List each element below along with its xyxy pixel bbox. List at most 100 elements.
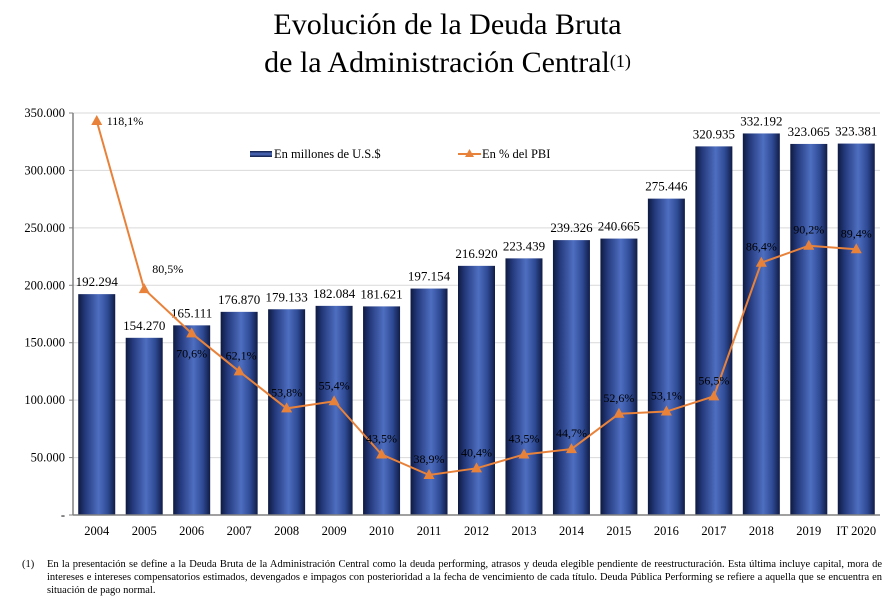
x-tick-label: 2007 (227, 524, 252, 538)
bar-2014 (552, 240, 590, 515)
pbi-marker-triangle-icon (518, 448, 530, 459)
x-tick-label: 2014 (559, 524, 585, 538)
bar-value-label: 332.192 (740, 113, 782, 128)
pbi-labels: 118,1% 80,5% 70,6% 62,1% 53,8% 55,4% 43,5% 38,9… (107, 114, 872, 466)
pbi-value-label: 62,1% (226, 348, 257, 362)
bar-value-label: 239.326 (550, 220, 593, 235)
bar-labels: 192.294 154.270 165.111 176.870 179.133 182.0… (76, 113, 878, 332)
x-tick-label: 2011 (417, 524, 442, 538)
bar-2009 (315, 305, 353, 515)
pbi-marker-triangle-icon (471, 462, 482, 473)
chart-title-line1: Evolución de la Deuda Bruta (273, 8, 622, 41)
bar-2004 (78, 294, 116, 515)
y-tick-label: 250.000 (24, 221, 65, 235)
y-tick-label: 350.000 (24, 106, 65, 120)
pbi-value-label: 70,6% (176, 346, 207, 360)
x-tick-label: 2009 (322, 524, 347, 538)
pbi-value-label: 43,5% (366, 431, 397, 445)
y-tick-label: 50.000 (31, 451, 65, 465)
pbi-value-label: 38,9% (414, 452, 445, 466)
x-tick-label: 2017 (701, 524, 726, 538)
pbi-line (91, 115, 862, 480)
bar-value-label: 275.446 (645, 179, 688, 194)
bar-value-label: 154.270 (123, 318, 165, 333)
bar-value-label: 216.920 (455, 246, 497, 261)
y-tick-label: 200.000 (24, 278, 65, 292)
bar-value-label: 182.084 (313, 286, 356, 301)
bar-2006 (173, 325, 211, 515)
bar-2015 (600, 238, 638, 516)
pbi-value-label: 53,8% (271, 385, 302, 399)
y-tick-label: - (61, 508, 65, 522)
bar-value-label: 179.133 (265, 289, 307, 304)
bar-2018 (742, 133, 780, 515)
chart-title-line2-wrap: de la Administración Central(1) (0, 44, 895, 82)
bar-value-label: 192.294 (76, 274, 119, 289)
footnote-text: En la presentación se define a la Deuda … (47, 559, 882, 596)
bar-2012 (458, 265, 495, 515)
y-tick-label: 150.000 (24, 336, 65, 350)
x-tick-label: 2004 (84, 524, 110, 538)
x-tick-label: 2015 (606, 524, 631, 538)
x-tick-label: 2005 (132, 524, 157, 538)
legend: En millones de U.S.$ En % del PBI (250, 147, 550, 161)
pbi-marker-triangle-icon (138, 283, 150, 294)
pbi-value-label: 56,5% (698, 373, 729, 387)
pbi-value-label: 86,4% (746, 240, 777, 254)
legend-label-line: En % del PBI (482, 147, 550, 161)
chart-title: Evolución de la Deuda Bruta de la Admini… (0, 6, 895, 82)
title-footnote-marker: (1) (609, 51, 631, 71)
x-tick-label: 2010 (369, 524, 394, 538)
bars (78, 133, 875, 516)
bar-value-label: 240.665 (598, 219, 640, 234)
pbi-marker-triangle-icon (708, 390, 720, 401)
pbi-marker-triangle-icon (613, 407, 625, 418)
pbi-marker-triangle-icon (233, 365, 245, 376)
x-tick-label: 2006 (179, 524, 204, 538)
x-tick-label: IT 2020 (836, 524, 876, 538)
bar-2016 (647, 198, 685, 515)
bar-2019 (790, 143, 828, 515)
pbi-marker-triangle-icon (755, 256, 767, 267)
pbi-value-label: 40,4% (461, 445, 492, 459)
bar-value-label: 197.154 (408, 269, 451, 284)
chart-title-line2: de la Administración Central (264, 46, 610, 79)
bar-value-label: 176.870 (218, 292, 260, 307)
bar-value-label: 323.065 (788, 124, 830, 139)
pbi-marker-triangle-icon (850, 243, 862, 254)
pbi-marker-triangle-icon (376, 448, 388, 459)
x-tick-label: 2018 (749, 524, 774, 538)
bar-2007 (220, 311, 258, 515)
footnote: (1) En la presentación se define a la De… (22, 558, 882, 597)
pbi-marker-triangle-icon (803, 239, 815, 250)
pbi-value-label: 53,1% (651, 389, 682, 403)
bar-2017 (695, 146, 733, 515)
pbi-value-label: 80,5% (152, 262, 183, 276)
x-tick-label: 2013 (511, 524, 536, 538)
legend-label-bar: En millones de U.S.$ (274, 147, 381, 161)
y-tick-label: 300.000 (24, 163, 65, 177)
pbi-marker-triangle-icon (423, 469, 435, 480)
bar-value-label: 223.439 (503, 238, 545, 253)
bar-2010 (363, 306, 401, 515)
pbi-value-label: 52,6% (603, 391, 634, 405)
pbi-value-label: 89,4% (841, 226, 872, 240)
bar-it-2020 (837, 143, 875, 515)
bar-2011 (410, 288, 448, 515)
pbi-marker-triangle-icon (281, 402, 293, 413)
pbi-value-label: 90,2% (793, 223, 824, 237)
bar-value-label: 181.621 (360, 286, 402, 301)
pbi-marker-triangle-icon (565, 443, 577, 454)
pbi-marker-triangle-icon (328, 395, 340, 406)
bar-value-label: 323.381 (835, 124, 877, 139)
x-tick-label: 2019 (796, 524, 821, 538)
y-tick-label: 100.000 (24, 393, 65, 407)
pbi-marker-triangle-icon (660, 405, 672, 416)
axes: - 50.000 100.000 150.000 200.000 250.000 300.0… (24, 106, 880, 538)
bar-2013 (505, 258, 543, 515)
x-tick-label: 2008 (274, 524, 299, 538)
bar-2005 (125, 337, 163, 515)
bar-value-label: 165.111 (171, 305, 212, 320)
pbi-marker-triangle-icon (91, 115, 103, 125)
